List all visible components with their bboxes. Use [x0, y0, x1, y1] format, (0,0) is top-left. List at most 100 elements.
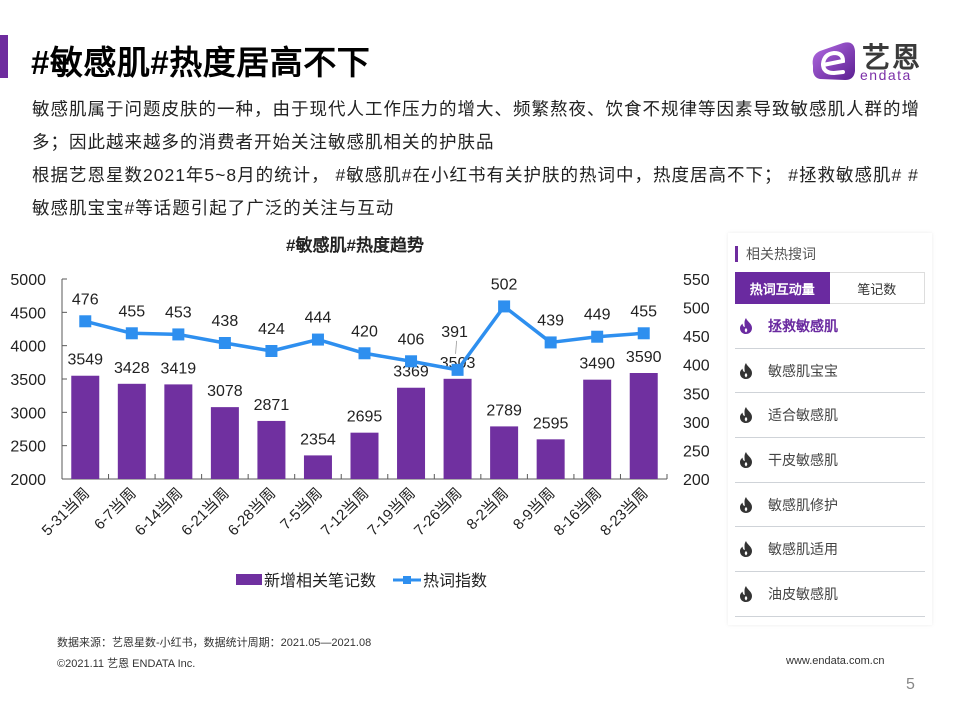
y-left-tick-label: 2500 [10, 439, 46, 456]
flame-icon [738, 451, 754, 469]
line-marker [265, 345, 278, 357]
y-right-tick-label: 200 [683, 472, 710, 489]
flame-icon [738, 496, 754, 514]
line-data-label: 391 [441, 324, 468, 341]
line-data-label: 455 [118, 303, 145, 320]
line-data-label: 476 [72, 291, 99, 308]
hot-word-item[interactable]: 敏感肌宝宝 [735, 349, 925, 394]
flame-icon [738, 406, 754, 424]
y-right-tick-label: 450 [683, 329, 710, 346]
endata-logo-icon [812, 42, 855, 80]
flame-icon [738, 540, 754, 558]
logo-text-cn: 艺恩 [862, 42, 923, 73]
bar-data-label: 2354 [300, 431, 336, 448]
line-data-label: 420 [351, 323, 378, 340]
hot-word-item[interactable]: 干皮敏感肌 [735, 438, 925, 483]
copyright: ©2021.11 艺恩 ENDATA Inc. [57, 658, 196, 670]
line-data-label: 424 [258, 321, 285, 338]
tab-interaction-volume[interactable]: 热词互动量 [735, 272, 830, 304]
trend-chart: #敏感肌#热度趋势 2000 2500 3000 3500 4000 4500 5000 200… [10, 235, 710, 590]
hot-search-panel: 相关热搜词 热词互动量 笔记数 拯救敏感肌 敏感肌宝宝 适合敏感肌 干皮敏感肌 … [728, 233, 932, 625]
hot-word-label: 干皮敏感肌 [768, 451, 838, 468]
line-marker [125, 327, 138, 340]
hot-word-item[interactable]: 敏感肌修护 [735, 483, 925, 528]
y-right-tick-label: 300 [683, 415, 710, 432]
line-marker [79, 315, 92, 328]
bar [490, 426, 519, 479]
line-data-label: 455 [630, 303, 657, 320]
y-right-tick-label: 500 [683, 301, 710, 318]
x-category-label: 7-19当周 [364, 485, 418, 539]
x-category-label: 6-14当周 [132, 485, 186, 539]
line-marker [451, 363, 464, 376]
legend-swatch-bar [236, 574, 262, 585]
line-data-label: 453 [165, 304, 192, 321]
x-category-label: 7-12当周 [318, 485, 372, 539]
panel-title: 相关热搜词 [746, 246, 816, 262]
page-number: 5 [906, 676, 915, 693]
data-label-leader-line [455, 340, 457, 354]
line-data-label: 439 [537, 312, 564, 329]
line-marker [637, 327, 650, 340]
bar-data-label: 2595 [533, 415, 569, 432]
bar [210, 407, 239, 479]
bar [350, 432, 379, 479]
line-data-label: 406 [398, 331, 425, 348]
intro-text: 敏感肌属于问题皮肤的一种，由于现代人工作压力的增大、频繁熬夜、饮食不规律等因素导… [32, 93, 932, 225]
bar [397, 387, 426, 479]
x-category-label: 8-2当周 [463, 485, 512, 534]
website-link[interactable]: www.endata.com.cn [786, 655, 885, 667]
legend-swatch-marker [403, 576, 411, 584]
bar [257, 420, 286, 479]
line-marker [544, 336, 557, 349]
line-marker [172, 328, 185, 341]
bar [536, 439, 565, 479]
bar-data-label: 3428 [114, 360, 150, 377]
bar-data-label: 3419 [161, 360, 197, 377]
x-category-label: 6-28当周 [225, 485, 279, 539]
y-right-tick-label: 400 [683, 358, 710, 375]
hot-word-label: 拯救敏感肌 [768, 317, 838, 334]
hot-word-label: 敏感肌宝宝 [768, 362, 838, 379]
line-marker [498, 300, 511, 313]
line-data-label: 502 [491, 276, 518, 293]
panel-title-accent [735, 246, 738, 262]
line-marker [218, 337, 231, 349]
data-source-note: 数据来源：艺恩星数-小红书，数据统计周期：2021.05—2021.08 [57, 637, 372, 649]
y-left-tick-label: 3500 [10, 372, 46, 389]
hot-word-label: 敏感肌适用 [768, 541, 838, 558]
hot-word-item[interactable]: 敏感肌适用 [735, 527, 925, 573]
x-category-label: 8-23当周 [597, 485, 651, 539]
bar [443, 378, 472, 479]
bar [583, 379, 612, 479]
x-category-label: 6-21当周 [178, 485, 232, 539]
bar-data-label: 2871 [254, 397, 290, 414]
tab-note-count[interactable]: 笔记数 [829, 272, 925, 304]
hot-word-item[interactable]: 适合敏感肌 [735, 393, 925, 439]
page-title: #敏感肌#热度居高不下 [31, 44, 371, 81]
x-category-label: 7-26当周 [411, 485, 465, 539]
bar [117, 383, 146, 479]
y-left-tick-label: 3000 [10, 405, 46, 422]
bar-data-label: 2789 [486, 402, 522, 419]
bar [629, 373, 658, 479]
line-marker [311, 333, 324, 346]
flame-icon [738, 585, 754, 603]
hot-word-label: 油皮敏感肌 [768, 585, 838, 602]
line-data-label: 444 [305, 310, 332, 327]
intro-paragraph: 根据艺恩星数2021年5~8月的统计， #敏感肌#在小红书有关护肤的热词中，热度… [32, 165, 919, 218]
hot-word-label: 适合敏感肌 [768, 407, 838, 424]
bar-data-label: 3369 [393, 364, 429, 381]
intro-paragraph: 敏感肌属于问题皮肤的一种，由于现代人工作压力的增大、频繁熬夜、饮食不规律等因素导… [32, 99, 920, 152]
legend-label-line: 热词指数 [423, 572, 487, 590]
panel-tabs: 热词互动量 笔记数 [735, 272, 925, 304]
y-left-tick-label: 2000 [10, 472, 46, 489]
hot-word-item[interactable]: 拯救敏感肌 [735, 304, 925, 349]
hot-word-label: 敏感肌修护 [768, 496, 838, 513]
title-accent-bar [0, 35, 8, 78]
line-marker [405, 355, 418, 368]
line-marker [358, 347, 371, 360]
y-left-tick-label: 4500 [10, 305, 46, 322]
bar [164, 384, 193, 479]
hot-word-item[interactable]: 油皮敏感肌 [735, 572, 925, 617]
